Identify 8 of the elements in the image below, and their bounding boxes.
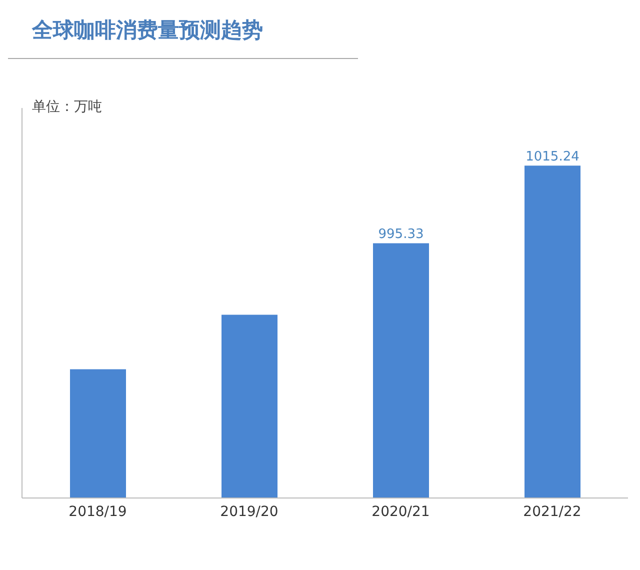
x-tick-label: 2018/19 [68,504,127,520]
chart-title: 全球咖啡消费量预测趋势 [32,16,263,44]
data-label: 995.33 [378,227,424,242]
data-label: 1015.24 [526,150,580,165]
chart-subtitle: 单位：万吨 [32,98,102,116]
x-tick-label: 2020/21 [372,504,430,520]
x-tick-label: 2021/22 [523,504,582,520]
x-tick-label: 2019/20 [220,504,278,520]
